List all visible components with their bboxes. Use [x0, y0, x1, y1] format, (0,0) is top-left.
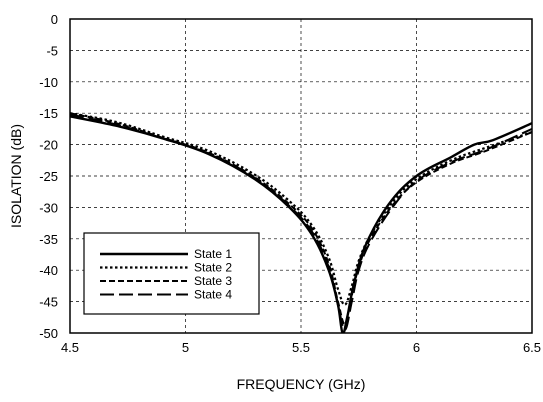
- legend-label-state-3: State 3: [194, 274, 232, 288]
- y-tick-label: -10: [39, 75, 58, 90]
- legend-label-state-4: State 4: [194, 288, 232, 302]
- y-tick-label: -30: [39, 200, 58, 215]
- series-line-state-4: [70, 113, 532, 331]
- y-axis-title: ISOLATION (dB): [8, 124, 24, 228]
- y-tick-label: -35: [39, 232, 58, 247]
- x-tick-label: 5.5: [292, 340, 310, 355]
- plot-frame: [69, 18, 533, 334]
- y-tick-label: -50: [39, 326, 58, 341]
- y-tick-label: 0: [51, 12, 58, 27]
- x-tick-label: 6: [413, 340, 420, 355]
- legend-label-state-2: State 2: [194, 261, 232, 275]
- x-axis-title: FREQUENCY (GHz): [237, 376, 366, 392]
- x-tick-label: 5: [182, 340, 189, 355]
- y-tick-label: -15: [39, 106, 58, 121]
- y-tick-label: -5: [46, 43, 58, 58]
- y-tick-label: -20: [39, 138, 58, 153]
- y-tick-label: -45: [39, 295, 58, 310]
- legend-label-state-1: State 1: [194, 247, 232, 261]
- legend-box: [83, 232, 260, 315]
- series-line-state-2: [70, 112, 532, 306]
- y-tick-label: -40: [39, 263, 58, 278]
- x-tick-label: 4.5: [61, 340, 79, 355]
- x-tick-label: 6.5: [523, 340, 541, 355]
- series-layer: [70, 112, 532, 333]
- tick-layer: 4.5 5 5.5 6 6.5 0 -5 -10 -15 -20 -25 -30 -35 -40 -45 -5…: [39, 12, 541, 355]
- y-tick-label: -25: [39, 169, 58, 184]
